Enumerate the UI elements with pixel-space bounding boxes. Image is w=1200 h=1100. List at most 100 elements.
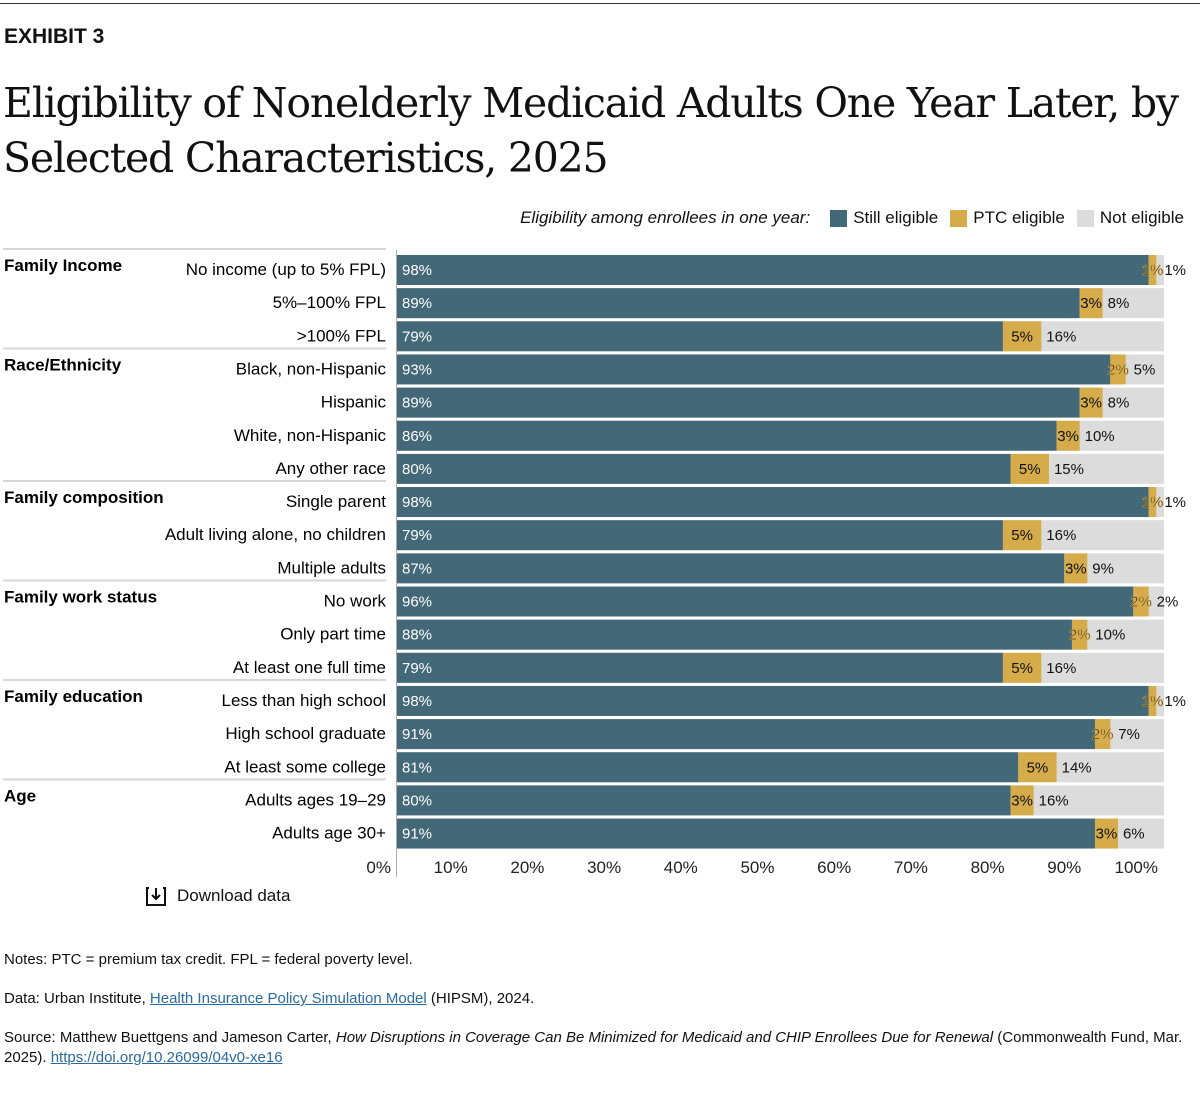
bar-ptc-eligible <box>1079 387 1103 418</box>
legend-label-still: Still eligible <box>853 208 939 227</box>
data-label-still: 89% <box>402 395 432 412</box>
bar-still-eligible <box>397 652 1003 683</box>
data-label-still: 98% <box>402 693 432 710</box>
download-label: Download data <box>177 886 291 905</box>
bar-ptc-eligible <box>1094 719 1111 750</box>
data-label-not: 8% <box>1108 395 1130 412</box>
data-label-not: 6% <box>1123 826 1145 843</box>
data-label-still: 80% <box>402 461 432 478</box>
bar-ptc-eligible <box>1010 785 1034 816</box>
data-label-not: 2% <box>1157 594 1179 611</box>
data-label-not: 10% <box>1085 428 1115 445</box>
x-tick-label: 0% <box>366 858 391 877</box>
bar-ptc-eligible <box>1002 520 1042 551</box>
data-suffix: (HIPSM), 2024. <box>426 990 535 1007</box>
bar-ptc-eligible <box>1010 453 1049 484</box>
data-label-not: 10% <box>1095 627 1125 644</box>
data-label-still: 98% <box>402 494 432 511</box>
legend-title: Eligibility among enrollees in one year: <box>520 208 811 227</box>
data-label-ptc: 3% <box>1080 395 1102 412</box>
category-label: Hispanic <box>321 393 387 412</box>
x-tick-label: 10% <box>434 858 468 877</box>
x-tick-label: 20% <box>510 858 544 877</box>
data-label-ptc: 5% <box>1011 527 1033 544</box>
bar-still-eligible <box>397 420 1057 451</box>
x-tick-label: 80% <box>971 858 1005 877</box>
download-data-button[interactable]: Download data <box>145 885 290 907</box>
category-label: White, non-Hispanic <box>234 426 387 445</box>
category-label: At least one full time <box>233 658 386 677</box>
data-label-not: 1% <box>1164 693 1186 710</box>
bar-still-eligible <box>397 487 1149 518</box>
data-label-ptc: 1% <box>1142 262 1164 279</box>
bar-still-eligible <box>397 785 1011 816</box>
x-tick-label: 100% <box>1115 858 1158 877</box>
data-label-ptc: 2% <box>1092 726 1114 743</box>
category-label: Adults ages 19–29 <box>245 790 386 809</box>
data-label-still: 79% <box>402 660 432 677</box>
category-label: 5%–100% FPL <box>273 293 386 312</box>
bar-ptc-eligible <box>1094 818 1118 849</box>
legend: Eligibility among enrollees in one year:… <box>520 208 1184 228</box>
category-label: >100% FPL <box>297 326 386 345</box>
data-label-not: 16% <box>1039 792 1069 809</box>
data-label-still: 79% <box>402 328 432 345</box>
category-label: Adults age 30+ <box>272 824 386 843</box>
bar-ptc-eligible <box>1018 752 1057 783</box>
x-tick-label: 70% <box>894 858 928 877</box>
data-label-ptc: 2% <box>1107 361 1129 378</box>
data-label-ptc: 3% <box>1096 826 1118 843</box>
data-label-not: 8% <box>1108 295 1130 312</box>
hipsm-link[interactable]: Health Insurance Policy Simulation Model <box>149 990 427 1007</box>
bar-still-eligible <box>397 752 1019 783</box>
data-label-still: 86% <box>402 428 432 445</box>
data-label-ptc: 2% <box>1130 594 1152 611</box>
data-label-still: 91% <box>402 726 432 743</box>
bar-still-eligible <box>397 387 1080 418</box>
data-label-ptc: 3% <box>1065 560 1087 577</box>
data-label-ptc: 5% <box>1027 759 1049 776</box>
x-tick-label: 50% <box>740 858 774 877</box>
stacked-bar-chart: Family Income No income (up to 5% FPL) 98%… <box>3 248 1186 877</box>
data-source: Data: Urban Institute, Health Insurance … <box>4 989 1194 1009</box>
data-label-still: 79% <box>402 527 432 544</box>
data-label-still: 87% <box>402 560 432 577</box>
data-label-not: 16% <box>1046 527 1076 544</box>
category-label: Less than high school <box>222 691 386 710</box>
bar-still-eligible <box>397 453 1011 484</box>
data-label-ptc: 3% <box>1011 792 1033 809</box>
bar-ptc-eligible <box>1071 619 1088 650</box>
data-label-ptc: 1% <box>1142 494 1164 511</box>
category-label: Any other race <box>275 459 386 478</box>
group-label: Race/Ethnicity <box>4 355 122 374</box>
bar-still-eligible <box>397 354 1111 385</box>
data-label-not: 14% <box>1062 759 1092 776</box>
bar-ptc-eligible <box>1064 553 1088 584</box>
legend-swatch-ptc <box>950 209 968 227</box>
chart-title: Eligibility of Nonelderly Medicaid Adult… <box>3 79 1179 182</box>
legend-swatch-still <box>830 209 848 227</box>
data-label-not: 1% <box>1164 262 1186 279</box>
x-tick-label: 90% <box>1047 858 1081 877</box>
bar-still-eligible <box>397 818 1095 849</box>
bar-ptc-eligible <box>1056 420 1080 451</box>
data-label-not: 5% <box>1134 361 1156 378</box>
bar-still-eligible <box>397 619 1072 650</box>
data-label-still: 80% <box>402 792 432 809</box>
data-label-still: 98% <box>402 262 432 279</box>
data-label-not: 7% <box>1118 726 1140 743</box>
bar-still-eligible <box>397 586 1134 617</box>
category-label: Multiple adults <box>277 558 386 577</box>
x-tick-label: 60% <box>817 858 851 877</box>
source: Source: Matthew Buettgens and Jameson Ca… <box>4 1028 1194 1068</box>
data-label-not: 16% <box>1046 660 1076 677</box>
notes: Notes: PTC = premium tax credit. FPL = f… <box>4 951 413 968</box>
source-prefix: Source: Matthew Buettgens and Jameson Ca… <box>4 1029 336 1046</box>
data-label-ptc: 5% <box>1011 660 1033 677</box>
bar-ptc-eligible <box>1110 354 1126 385</box>
data-label-still: 89% <box>402 295 432 312</box>
data-label-still: 91% <box>402 826 432 843</box>
doi-link[interactable]: https://doi.org/10.26099/04v0-xe16 <box>50 1049 283 1066</box>
x-tick-label: 40% <box>664 858 698 877</box>
download-icon <box>146 887 166 906</box>
